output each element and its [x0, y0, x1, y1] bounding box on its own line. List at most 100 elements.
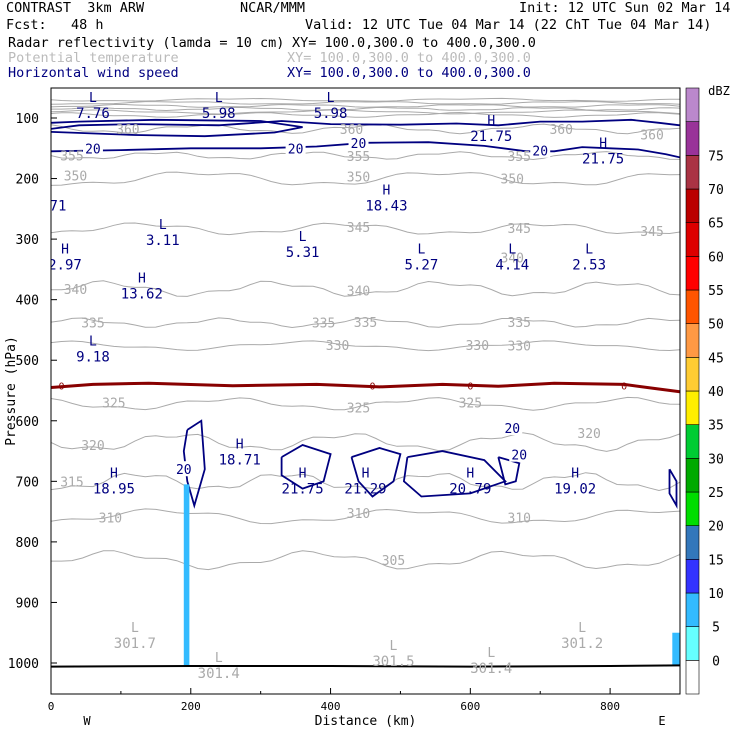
colorbar-tick-label: 70 [708, 183, 724, 198]
theta-label: 345 [640, 225, 663, 240]
field-wind-name: Horizontal wind speed [8, 65, 179, 81]
colorbar-segment [685, 525, 700, 560]
wind-label: 20 [85, 142, 101, 157]
theta-contour-line [51, 97, 680, 102]
theta-label: 360 [640, 128, 663, 143]
theta-contour-line [51, 103, 680, 108]
colorbar-segment [685, 626, 700, 661]
wind-label-bg [285, 140, 306, 156]
theta-label: 325 [347, 401, 370, 416]
extremum-value: 7.76 [76, 106, 110, 122]
extremum-marker: L [89, 334, 97, 349]
header-valid: Valid: 12 UTC Tue 04 Mar 14 (22 ChT Tue … [305, 17, 712, 33]
extremum-value: 2.53 [572, 257, 606, 273]
extremum-marker: L [89, 91, 97, 106]
extremum-value: 5.98 [314, 106, 348, 122]
wind-label-bg [348, 134, 369, 150]
colorbar-segment [685, 559, 700, 594]
theta-label: 325 [459, 397, 482, 412]
extremum-value: 5.27 [405, 257, 439, 273]
wind-label-bg [502, 420, 523, 436]
colorbar-tick-label: 75 [708, 149, 724, 164]
theta-label: 330 [508, 340, 531, 355]
extremum-marker: H [236, 437, 244, 452]
wind-label-group: 20 [502, 420, 523, 437]
extremum-value: 18.95 [93, 481, 135, 497]
theta-label: 310 [508, 512, 531, 527]
colorbar-segment [685, 256, 700, 291]
colorbar-segment [685, 289, 700, 324]
theta-contour-line [51, 432, 680, 452]
extremum-marker: H [599, 136, 607, 151]
wind-label: 20 [351, 137, 367, 152]
extremum-value: 301.5 [372, 654, 414, 670]
extremum-marker: H [299, 466, 307, 481]
theta-label: 340 [347, 285, 370, 300]
extremum-value: 13.62 [121, 286, 163, 302]
colorbar-tick-label: 10 [708, 587, 724, 602]
colorbar-unit: dBZ [708, 84, 730, 98]
extremum-marker: L [578, 621, 586, 636]
theta-contour-line [51, 151, 680, 161]
theta-label: 315 [60, 475, 83, 490]
wind-contour-line [280, 444, 332, 490]
extremum-value: 21.75 [470, 129, 512, 145]
theta-contour-line [51, 106, 680, 112]
wind-label: 20 [288, 142, 304, 157]
theta-label: 305 [382, 554, 405, 569]
theta-label: 360 [116, 123, 139, 138]
x-tick-label: 400 [321, 700, 341, 713]
theta-contour-line [51, 171, 680, 186]
header-center: NCAR/MMM [240, 0, 306, 16]
theta-label: 335 [312, 317, 335, 332]
wind-label: 20 [511, 449, 527, 464]
header-fcst: Fcst: 48 h [6, 17, 104, 33]
colorbar-tick-label: 60 [708, 250, 724, 265]
theta-label: 335 [81, 317, 104, 332]
wind-label-group: 20 [509, 446, 530, 464]
theta-label: 340 [64, 283, 87, 298]
extremum-marker: L [159, 218, 167, 233]
colorbar-segment [685, 188, 700, 223]
extremum-value: 21.75 [282, 481, 324, 497]
colorbar-tick-label: 15 [708, 553, 724, 568]
extremum-marker: L [417, 242, 425, 257]
zero-label: 0 [58, 382, 64, 393]
theta-label: 320 [81, 439, 104, 454]
wind-label: 20 [176, 463, 192, 478]
wind-label-group: 20 [173, 461, 194, 478]
theta-label: 325 [102, 397, 125, 412]
wind-label-bg [173, 461, 194, 477]
field-theta-name: Potential temperature [8, 50, 179, 66]
colorbar-tick-label: 35 [708, 419, 724, 434]
extremum-value: 71 [50, 199, 67, 215]
extremum-value: 301.7 [114, 636, 156, 652]
y-tick-label: 500 [16, 354, 39, 369]
wind-label: 20 [532, 145, 548, 160]
y-tick-label: 300 [16, 233, 39, 248]
colorbar-tick-label: 45 [708, 351, 724, 366]
colorbar-tick-label: 25 [708, 486, 724, 501]
colorbar-segment [685, 323, 700, 358]
wind-label-group: 20 [285, 140, 306, 157]
zero-label: 0 [369, 382, 375, 393]
zero-label: 0 [621, 382, 627, 393]
extremum-value: 301.4 [470, 661, 512, 677]
extremum-marker: H [362, 466, 370, 481]
extremum-marker: L [215, 91, 223, 106]
colorbar-segment [685, 87, 700, 122]
extremum-value: 3.11 [146, 233, 180, 249]
theta-contour-line [51, 111, 680, 118]
wind-contour-line [350, 447, 402, 498]
colorbar-tick-label: 40 [708, 385, 724, 400]
field-reflectivity-name: Radar reflectivity (lamda = 10 cm) [8, 35, 285, 51]
x-end-label-east: E [658, 714, 665, 728]
extremum-marker: H [110, 466, 118, 481]
theta-label: 345 [347, 221, 370, 236]
theta-contour-line [51, 100, 680, 105]
colorbar-segment [685, 592, 700, 627]
theta-label: 360 [549, 123, 572, 138]
extremum-value: 301.2 [561, 636, 603, 652]
wind-contour-line [668, 468, 678, 509]
theta-label: 310 [99, 512, 122, 527]
